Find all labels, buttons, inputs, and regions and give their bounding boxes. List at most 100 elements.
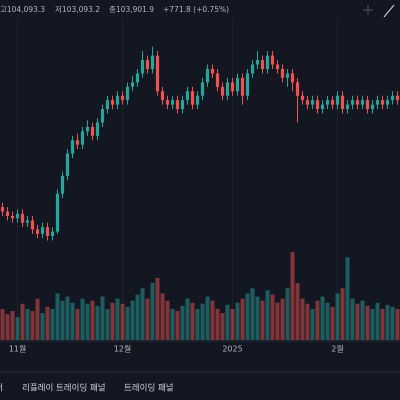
volume-bar xyxy=(265,290,270,340)
tab[interactable]: 리플레이 트레이딩 패널 xyxy=(22,383,106,394)
candle-body xyxy=(210,69,215,74)
candle-body xyxy=(300,95,305,101)
header-change: +771.8 (+0.75%) xyxy=(163,5,229,14)
candle-body xyxy=(10,216,15,219)
candle-body xyxy=(180,100,185,110)
candle-body xyxy=(40,227,45,234)
plus-icon[interactable] xyxy=(363,5,373,15)
volume-bar xyxy=(130,300,135,340)
volume-bar xyxy=(120,303,125,340)
candle-body xyxy=(315,100,320,110)
drawing-toolbar[interactable] xyxy=(363,4,395,18)
candle-body xyxy=(65,153,70,176)
candle-body xyxy=(140,60,145,74)
candle-body xyxy=(310,100,315,105)
volume-bar xyxy=(205,296,210,340)
candle-body xyxy=(255,60,260,65)
volume-bar xyxy=(220,313,225,340)
volume-bar xyxy=(50,308,55,340)
candle-body xyxy=(275,64,280,69)
volume-bar xyxy=(150,283,155,340)
volume-bar xyxy=(100,296,105,340)
candle-body xyxy=(305,100,310,105)
x-tick-label: 11월 xyxy=(9,344,27,354)
volume-bar xyxy=(90,300,95,340)
volume-bar xyxy=(325,302,330,340)
volume-bar xyxy=(350,298,355,340)
volume-bar xyxy=(95,305,100,340)
header-high: 고104,093.3 xyxy=(0,5,45,14)
volume-bar xyxy=(375,302,380,340)
candle-body xyxy=(355,100,360,105)
trend-line-icon[interactable] xyxy=(383,4,395,18)
candle-body xyxy=(175,100,180,110)
volume-bar xyxy=(75,308,80,340)
volume-bar xyxy=(115,298,120,340)
volume-bar xyxy=(225,304,230,340)
candle-body xyxy=(375,100,380,105)
candle-body xyxy=(60,175,65,194)
candle-body xyxy=(380,100,385,105)
candle-body xyxy=(25,220,30,223)
candle-body xyxy=(220,86,225,96)
volume-bar xyxy=(370,308,375,340)
volume-bar xyxy=(345,257,350,340)
volume-bar xyxy=(10,311,15,340)
volume-bar xyxy=(275,302,280,340)
volume-bar xyxy=(240,298,245,340)
candle-body xyxy=(320,104,325,110)
volume-bar xyxy=(200,303,205,340)
volume-bar xyxy=(385,304,390,340)
volume-bar xyxy=(290,252,295,340)
volume-bar xyxy=(365,305,370,340)
candle-body xyxy=(95,122,100,136)
candle-body xyxy=(190,91,195,105)
volume-bar xyxy=(285,288,290,340)
volume-bar xyxy=(320,296,325,340)
candle-body xyxy=(245,73,250,96)
candle-body xyxy=(115,95,120,105)
candle-body xyxy=(280,69,285,78)
candle-body xyxy=(385,100,390,105)
candle-body xyxy=(45,227,50,237)
candle-body xyxy=(290,73,295,83)
candle-body xyxy=(205,69,210,83)
candle-body xyxy=(20,213,25,223)
candle-body xyxy=(55,193,60,232)
volume-bar xyxy=(330,306,335,340)
volume-bar xyxy=(295,283,300,340)
volume-bar xyxy=(230,308,235,340)
volume-bar xyxy=(190,302,195,340)
candle-body xyxy=(285,73,290,78)
volume-bar xyxy=(270,294,275,340)
volume-bar xyxy=(235,302,240,340)
volume-bar xyxy=(15,317,20,340)
candle-body xyxy=(110,100,115,105)
candle-body xyxy=(325,100,330,105)
volume-bar xyxy=(55,293,60,340)
volume-bar xyxy=(175,311,180,340)
volume-bar xyxy=(310,308,315,340)
candle-body xyxy=(265,55,270,69)
tab[interactable]: 트레이딩 패널 xyxy=(124,383,174,394)
volume-bar xyxy=(340,288,345,340)
volume-bar xyxy=(280,298,285,340)
volume-bar xyxy=(180,305,185,340)
x-tick-label: 12월 xyxy=(114,344,132,354)
tab[interactable]: 어 xyxy=(0,383,3,394)
candle-body xyxy=(185,91,190,101)
candle-body xyxy=(345,104,350,110)
volume-bar xyxy=(140,288,145,340)
volume-bar xyxy=(25,308,30,340)
volume-bar xyxy=(355,303,360,340)
candle-body xyxy=(270,55,275,65)
volume-bar xyxy=(165,300,170,340)
candle-body xyxy=(5,211,10,216)
volume-bar xyxy=(35,298,40,340)
candle-body xyxy=(390,95,395,101)
volume-bar xyxy=(305,303,310,340)
candle-body xyxy=(350,100,355,105)
candle-body xyxy=(165,100,170,105)
candle-body xyxy=(145,60,150,69)
